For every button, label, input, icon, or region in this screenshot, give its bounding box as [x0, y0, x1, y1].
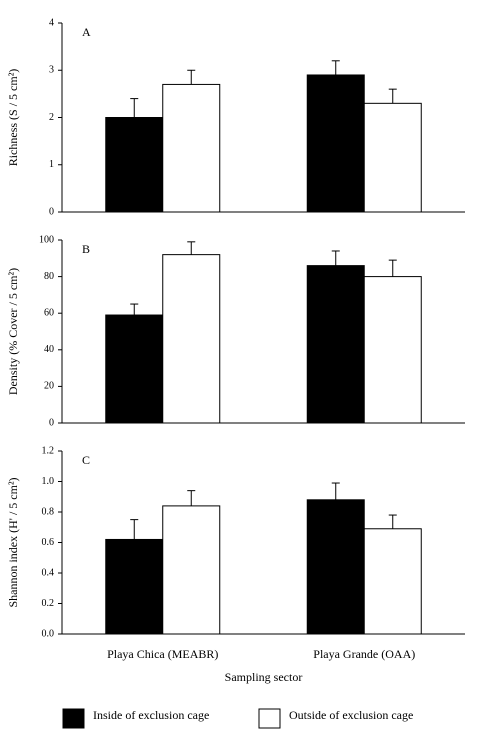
y-axis-label: Richness (S / 5 cm²) — [6, 69, 20, 167]
panel-label: B — [82, 242, 90, 256]
bar — [363, 102, 422, 213]
bar — [306, 74, 365, 213]
y-tick-label: 40 — [44, 344, 54, 355]
y-axis-label: Shannon index (H' / 5 cm²) — [6, 477, 20, 607]
bar — [306, 265, 365, 424]
legend-label: Inside of exclusion cage — [93, 708, 209, 722]
y-tick-label: 80 — [44, 271, 54, 282]
y-tick-label: 0.6 — [42, 537, 55, 548]
x-tick-label: Playa Grande (OAA) — [313, 647, 415, 661]
y-tick-label: 0.8 — [42, 506, 55, 517]
y-tick-label: 20 — [44, 381, 54, 392]
legend-swatch — [258, 708, 281, 729]
bar — [162, 505, 221, 635]
x-axis-label: Sampling sector — [225, 670, 303, 684]
legend-swatch — [62, 708, 85, 729]
panel-label: C — [82, 453, 90, 467]
y-tick-label: 1 — [49, 159, 54, 170]
bar — [105, 538, 164, 635]
y-tick-label: 0.4 — [42, 567, 55, 578]
y-tick-label: 2 — [49, 112, 54, 123]
bar — [162, 254, 221, 424]
x-tick-label: Playa Chica (MEABR) — [107, 647, 218, 661]
legend-label: Outside of exclusion cage — [289, 708, 413, 722]
panel-label: A — [82, 25, 91, 39]
y-tick-label: 0.2 — [42, 598, 55, 609]
y-tick-label: 1.2 — [42, 445, 55, 456]
bar — [363, 528, 422, 635]
y-tick-label: 0.0 — [42, 628, 55, 639]
y-tick-label: 100 — [39, 234, 54, 245]
bar — [105, 314, 164, 424]
y-tick-label: 0 — [49, 206, 54, 217]
bar — [306, 499, 365, 635]
bar — [105, 117, 164, 213]
y-tick-label: 0 — [49, 417, 54, 428]
y-tick-label: 3 — [49, 65, 54, 76]
y-tick-label: 1.0 — [42, 476, 55, 487]
bar — [162, 83, 221, 213]
y-tick-label: 4 — [49, 17, 54, 28]
bar — [363, 276, 422, 424]
y-axis-label: Density (% Cover / 5 cm²) — [6, 268, 20, 395]
y-tick-label: 60 — [44, 307, 54, 318]
